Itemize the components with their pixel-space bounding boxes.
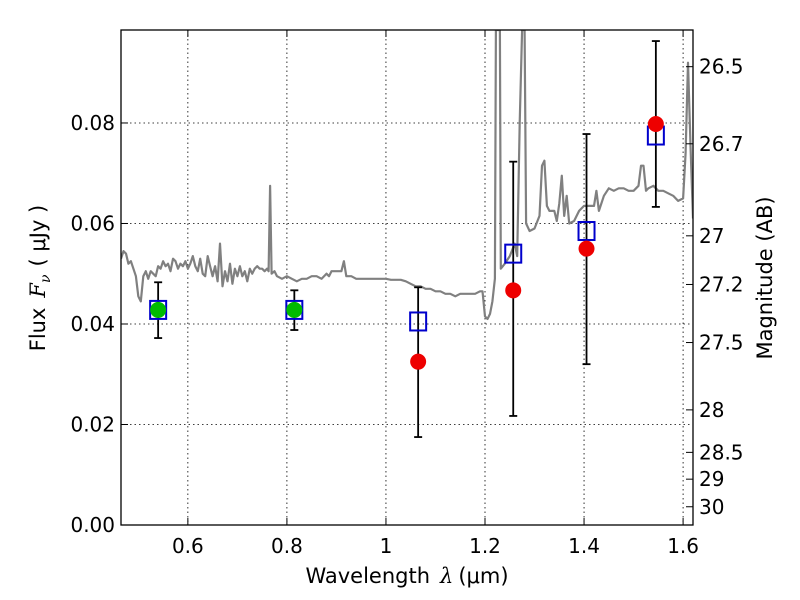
- x-tick-label: 0.8: [271, 534, 303, 558]
- observed-flux-point: [150, 301, 167, 318]
- y2-axis-label: Magnitude (AB): [753, 196, 777, 359]
- y-tick-label: 0.02: [70, 412, 115, 436]
- y2-tick-label: 27.5: [699, 331, 744, 355]
- y2-tick-label: 27.2: [699, 272, 744, 296]
- data-marks: [149, 40, 665, 438]
- y2-tick-label: 29: [699, 467, 724, 491]
- x-tick-label: 1.2: [469, 534, 501, 558]
- y2-tick-label: 30: [699, 495, 724, 519]
- y-axis-label: FluxFν( μJy ): [26, 205, 54, 351]
- y-tick-label: 0.08: [70, 111, 115, 135]
- y2-tick-label: 26.7: [699, 132, 744, 156]
- x-tick-label: 1.4: [568, 534, 600, 558]
- tick-marks: [121, 30, 693, 526]
- observed-flux-point: [410, 353, 427, 370]
- sed-model-layer: [121, 30, 693, 321]
- plot-frame: [120, 29, 694, 526]
- x-tick-label: 1.6: [667, 534, 699, 558]
- y-tick-label: 0.00: [70, 513, 115, 537]
- y2-tick-label: 26.5: [699, 55, 744, 79]
- y-tick-label: 0.04: [70, 312, 115, 336]
- plot-area-background: [121, 30, 693, 525]
- model-flux-square: [577, 221, 596, 242]
- observed-flux-point: [647, 115, 664, 132]
- sed-model-line: [121, 30, 693, 321]
- model-flux-square: [504, 243, 523, 264]
- y2-tick-label: 28.5: [699, 440, 744, 464]
- x-tick-label: 1: [380, 534, 393, 558]
- model-flux-square: [409, 311, 428, 332]
- observed-flux-point: [505, 282, 522, 299]
- x-axis-label: Wavelength λ (μm): [305, 564, 508, 588]
- observed-flux-point: [578, 240, 595, 257]
- x-tick-label: 0.6: [172, 534, 204, 558]
- y2-tick-label: 28: [699, 398, 724, 422]
- y-tick-label: 0.06: [70, 211, 115, 235]
- y2-tick-label: 27: [699, 224, 724, 248]
- observed-flux-point: [286, 301, 303, 318]
